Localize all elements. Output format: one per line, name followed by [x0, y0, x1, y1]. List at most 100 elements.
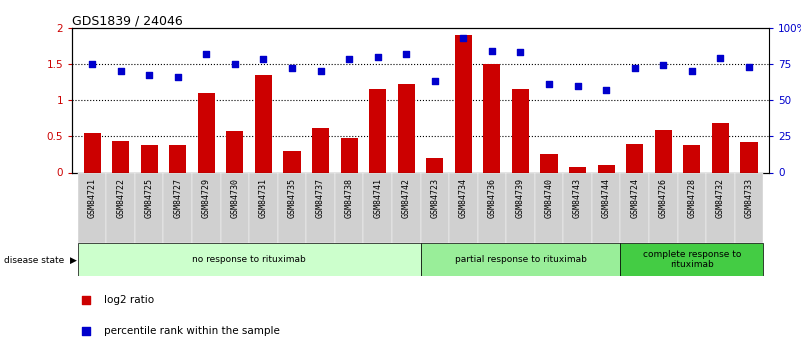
Bar	[598, 165, 614, 172]
Text: GSM84742: GSM84742	[402, 178, 411, 218]
Bar	[535, 172, 563, 243]
Bar	[421, 243, 621, 276]
Point	[286, 66, 299, 71]
Bar	[621, 172, 649, 243]
Text: no response to rituximab: no response to rituximab	[192, 255, 306, 264]
Bar	[83, 132, 101, 172]
Text: GSM84730: GSM84730	[231, 178, 239, 218]
Bar	[541, 155, 557, 172]
Text: GDS1839 / 24046: GDS1839 / 24046	[72, 14, 183, 28]
Bar	[455, 35, 472, 172]
Bar	[306, 172, 335, 243]
Bar	[421, 172, 449, 243]
Point	[686, 68, 698, 74]
Bar	[706, 172, 735, 243]
Bar	[284, 151, 300, 172]
Bar	[621, 243, 763, 276]
Bar	[227, 131, 244, 172]
Point	[200, 51, 213, 57]
Point	[400, 51, 413, 57]
Bar	[78, 172, 107, 243]
Text: GSM84726: GSM84726	[658, 178, 668, 218]
Bar	[369, 89, 386, 172]
Point	[657, 62, 670, 68]
Bar	[397, 84, 415, 172]
Text: GSM84740: GSM84740	[545, 178, 553, 218]
Bar	[678, 172, 706, 243]
Text: GSM84729: GSM84729	[202, 178, 211, 218]
Point	[372, 54, 384, 59]
Bar	[477, 172, 506, 243]
Point	[228, 61, 241, 67]
Text: partial response to rituximab: partial response to rituximab	[454, 255, 586, 264]
Point	[314, 68, 327, 74]
Text: complete response to
rituximab: complete response to rituximab	[642, 250, 741, 269]
Point	[571, 83, 584, 88]
Bar	[255, 75, 272, 172]
Text: GSM84733: GSM84733	[744, 178, 754, 218]
Point	[429, 78, 441, 84]
Text: GSM84741: GSM84741	[373, 178, 382, 218]
Bar	[340, 138, 358, 172]
Bar	[563, 172, 592, 243]
Point	[542, 81, 555, 87]
Text: log2 ratio: log2 ratio	[104, 295, 154, 305]
Text: percentile rank within the sample: percentile rank within the sample	[104, 326, 280, 336]
Text: GSM84727: GSM84727	[173, 178, 183, 218]
Text: GSM84735: GSM84735	[288, 178, 296, 218]
Bar	[198, 93, 215, 172]
Text: GSM84739: GSM84739	[516, 178, 525, 218]
Bar	[449, 172, 477, 243]
Text: GSM84723: GSM84723	[430, 178, 439, 218]
Point	[86, 61, 99, 67]
Bar	[112, 141, 129, 172]
Bar	[592, 172, 621, 243]
Text: disease state  ▶: disease state ▶	[4, 256, 77, 265]
Point	[457, 35, 469, 40]
Text: GSM84724: GSM84724	[630, 178, 639, 218]
Text: GSM84725: GSM84725	[145, 178, 154, 218]
Bar	[78, 243, 421, 276]
Bar	[569, 167, 586, 172]
Point	[743, 64, 755, 69]
Bar	[483, 64, 501, 172]
Text: GSM84722: GSM84722	[116, 178, 125, 218]
Text: GSM84737: GSM84737	[316, 178, 325, 218]
Bar	[649, 172, 678, 243]
Point	[80, 328, 93, 334]
Bar	[426, 158, 444, 172]
Bar	[735, 172, 763, 243]
Text: GSM84728: GSM84728	[687, 178, 696, 218]
Bar	[626, 144, 643, 172]
Point	[257, 57, 270, 62]
Text: GSM84744: GSM84744	[602, 178, 610, 218]
Text: GSM84743: GSM84743	[573, 178, 582, 218]
Bar	[107, 172, 135, 243]
Bar	[141, 145, 158, 172]
Bar	[712, 123, 729, 172]
Bar	[512, 89, 529, 172]
Point	[485, 48, 498, 53]
Bar	[192, 172, 220, 243]
Bar	[740, 142, 758, 172]
Bar	[163, 172, 192, 243]
Text: GSM84721: GSM84721	[87, 178, 97, 218]
Point	[343, 57, 356, 62]
Bar	[220, 172, 249, 243]
Text: GSM84736: GSM84736	[488, 178, 497, 218]
Point	[171, 74, 184, 80]
Bar	[683, 145, 700, 172]
Point	[80, 297, 93, 303]
Point	[600, 87, 613, 93]
Point	[514, 49, 527, 55]
Bar	[278, 172, 306, 243]
Text: GSM84734: GSM84734	[459, 178, 468, 218]
Bar	[654, 130, 672, 172]
Bar	[506, 172, 535, 243]
Point	[714, 55, 727, 61]
Bar	[249, 172, 278, 243]
Text: GSM84731: GSM84731	[259, 178, 268, 218]
Bar	[312, 128, 329, 172]
Bar	[335, 172, 364, 243]
Bar	[392, 172, 421, 243]
